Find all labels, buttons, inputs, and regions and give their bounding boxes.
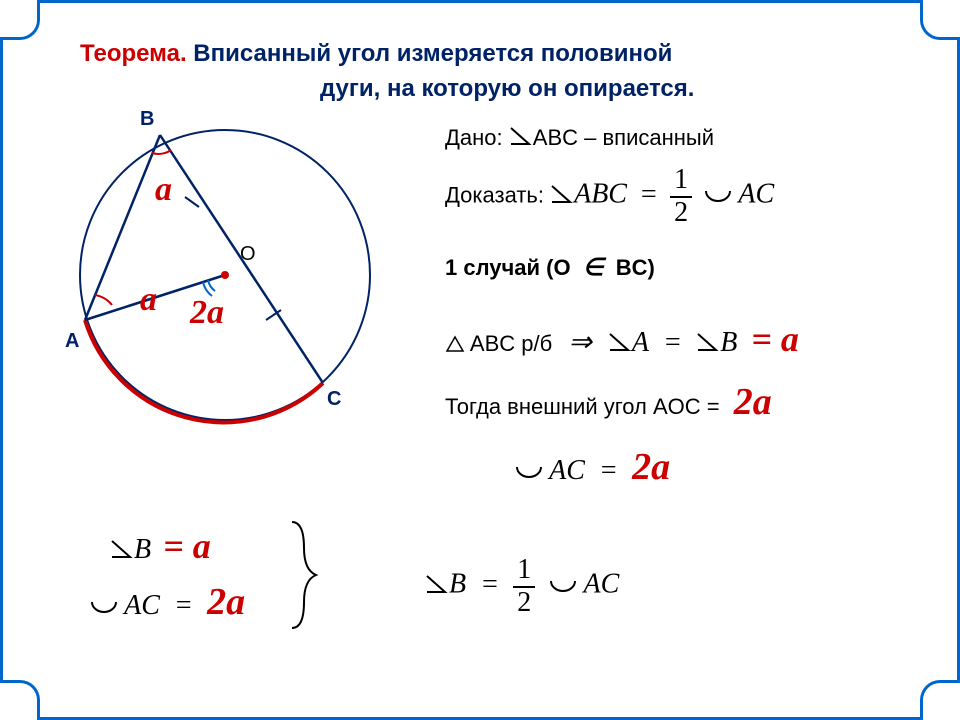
prove-label: Доказать:	[445, 183, 544, 208]
angle-icon	[550, 184, 574, 206]
angle-icon	[509, 126, 533, 148]
svg-text:a: a	[140, 281, 157, 318]
arc-icon	[515, 465, 543, 481]
prove-left: ABC	[574, 179, 627, 210]
arc-icon	[704, 189, 732, 205]
theorem-text-2: дуги, на которую он опирается.	[320, 75, 694, 103]
angle-icon	[110, 539, 134, 561]
angle-icon	[425, 574, 449, 596]
svg-text:a: a	[155, 171, 172, 208]
svg-text:C: C	[327, 388, 341, 410]
svg-text:O: O	[240, 243, 256, 265]
br-angle-b: B	[449, 569, 466, 600]
arc-ac-1: AC	[549, 455, 585, 486]
prove-frac-den: 2	[670, 198, 692, 229]
arc-val-1: 2a	[632, 446, 670, 488]
svg-text:B: B	[140, 108, 154, 130]
bracket-icon	[290, 520, 320, 630]
angle-b: B	[720, 327, 737, 358]
angle-a: A	[632, 327, 649, 358]
angle-icon	[696, 332, 720, 354]
ext-angle-text: Тогда внешний угол AOC =	[445, 394, 720, 419]
circle-diagram: A B C O a a 2a	[45, 105, 405, 445]
given-angle: ABC	[533, 125, 578, 150]
ext-angle-val: 2a	[734, 381, 772, 423]
prove-frac-num: 1	[670, 165, 692, 198]
br-arc: AC	[584, 569, 620, 600]
arc-icon	[549, 579, 577, 595]
svg-text:2a: 2a	[189, 294, 224, 331]
bl-angle-b: B	[134, 534, 151, 565]
bl-val: 2a	[207, 581, 245, 623]
eq-a-1: = a	[751, 319, 799, 359]
tri-text: ABC р/б	[470, 331, 552, 356]
theorem-text-1: Вписанный угол измеряется половиной	[193, 40, 672, 67]
case-text-2: BC)	[616, 255, 655, 280]
br-frac-den: 2	[513, 588, 535, 619]
given-text: – вписанный	[584, 125, 714, 150]
given-label: Дано:	[445, 125, 503, 150]
triangle-icon	[445, 335, 465, 353]
prove-right: AC	[738, 179, 774, 210]
bl-arc: AC	[124, 590, 160, 621]
angle-icon	[608, 332, 632, 354]
theorem-label: Теорема.	[80, 40, 187, 67]
arc-icon	[90, 600, 118, 616]
svg-text:A: A	[65, 330, 79, 352]
br-frac-num: 1	[513, 555, 535, 588]
bl-eq-a: = a	[163, 526, 211, 566]
case-text-1: 1 случай (O	[445, 255, 571, 280]
